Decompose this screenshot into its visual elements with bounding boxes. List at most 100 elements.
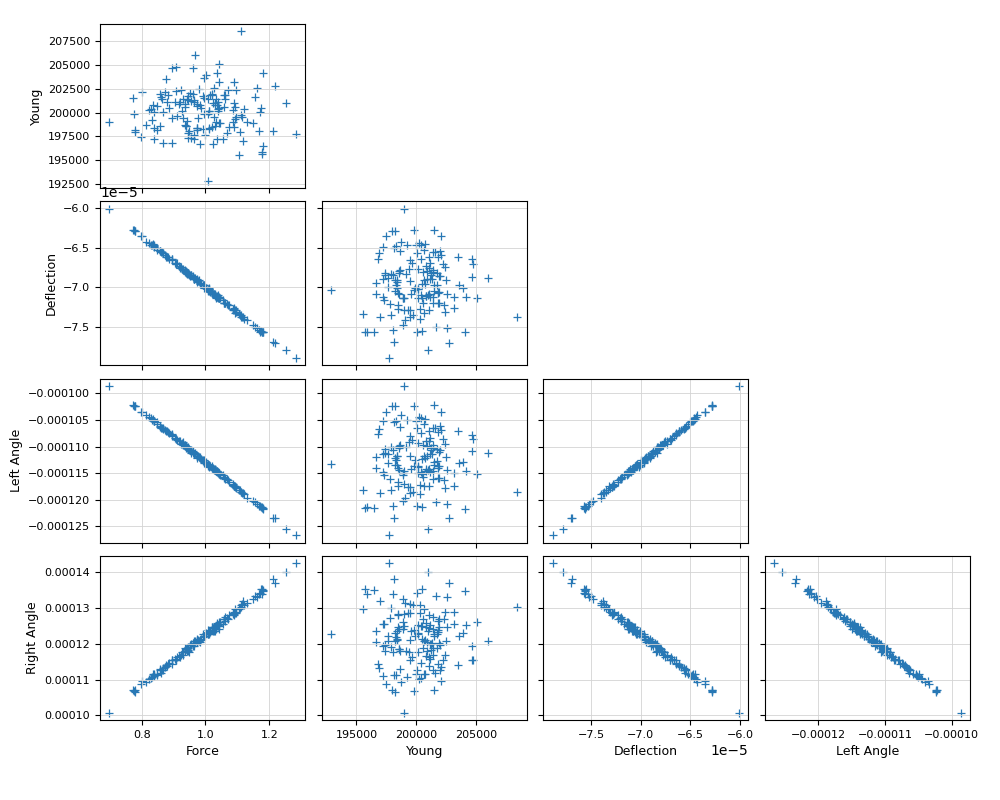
- Point: [357, 502, 373, 514]
- Point: [211, 622, 227, 635]
- Point: [407, 281, 423, 294]
- Point: [152, 662, 168, 675]
- Point: [387, 626, 403, 639]
- Point: [208, 291, 224, 304]
- Point: [651, 642, 667, 654]
- Point: [152, 420, 168, 433]
- Point: [185, 270, 201, 282]
- Point: [625, 623, 641, 636]
- Point: [509, 486, 525, 498]
- Point: [415, 266, 431, 278]
- Point: [101, 116, 117, 129]
- Point: [418, 616, 434, 629]
- Point: [686, 671, 702, 684]
- Point: [396, 619, 412, 632]
- Point: [457, 502, 473, 515]
- Point: [228, 481, 244, 494]
- Point: [613, 473, 629, 486]
- Point: [433, 424, 449, 437]
- Point: [231, 484, 247, 497]
- Point: [431, 297, 447, 310]
- Point: [628, 458, 644, 471]
- Point: [209, 290, 225, 303]
- Point: [161, 102, 177, 114]
- Point: [425, 664, 441, 677]
- Point: [169, 434, 185, 446]
- Point: [192, 99, 208, 112]
- Point: [143, 102, 159, 115]
- Point: [464, 271, 480, 284]
- Point: [437, 260, 453, 273]
- Point: [865, 634, 881, 647]
- Point: [197, 457, 213, 470]
- Point: [642, 634, 658, 647]
- Point: [480, 272, 496, 285]
- Point: [216, 613, 232, 626]
- Point: [323, 628, 339, 641]
- Point: [621, 616, 637, 629]
- Point: [225, 478, 241, 491]
- Point: [578, 501, 594, 514]
- Point: [174, 437, 190, 450]
- Point: [134, 406, 150, 418]
- Point: [396, 291, 412, 304]
- Point: [189, 634, 205, 647]
- Point: [427, 666, 443, 679]
- Point: [644, 635, 660, 648]
- Point: [653, 440, 669, 453]
- Point: [678, 421, 694, 434]
- Point: [433, 660, 449, 673]
- Point: [629, 623, 645, 636]
- Point: [418, 620, 434, 633]
- Point: [596, 486, 612, 499]
- Point: [425, 649, 441, 662]
- Point: [419, 265, 435, 278]
- Point: [402, 254, 418, 267]
- Point: [555, 522, 571, 535]
- Point: [209, 290, 225, 303]
- Point: [189, 122, 205, 134]
- Point: [390, 621, 406, 634]
- Point: [173, 260, 189, 273]
- Point: [858, 630, 874, 643]
- Point: [640, 450, 656, 462]
- Point: [644, 447, 660, 460]
- Point: [211, 467, 227, 480]
- Point: [383, 441, 399, 454]
- Point: [400, 606, 416, 619]
- Point: [160, 250, 176, 263]
- Point: [395, 495, 411, 508]
- Point: [455, 456, 471, 469]
- Point: [644, 634, 660, 647]
- Point: [386, 242, 402, 254]
- Point: [193, 102, 209, 114]
- Point: [384, 683, 400, 696]
- Point: [697, 678, 713, 691]
- Point: [149, 124, 165, 137]
- Point: [431, 446, 447, 458]
- Point: [627, 460, 643, 473]
- Point: [704, 683, 720, 696]
- Point: [423, 266, 439, 279]
- Point: [421, 435, 437, 448]
- Point: [563, 512, 579, 525]
- Point: [389, 450, 405, 462]
- Point: [192, 138, 208, 151]
- Point: [181, 443, 197, 456]
- Point: [576, 502, 592, 514]
- Point: [186, 636, 202, 649]
- Point: [613, 472, 629, 485]
- Point: [621, 465, 637, 478]
- Point: [101, 380, 117, 393]
- Point: [844, 619, 860, 632]
- Point: [900, 663, 916, 676]
- Point: [209, 618, 225, 631]
- Point: [251, 499, 267, 512]
- Point: [417, 278, 433, 290]
- Point: [857, 627, 873, 640]
- Point: [802, 582, 818, 595]
- Point: [201, 626, 217, 639]
- Point: [545, 557, 561, 570]
- Point: [167, 256, 183, 269]
- Point: [205, 288, 221, 301]
